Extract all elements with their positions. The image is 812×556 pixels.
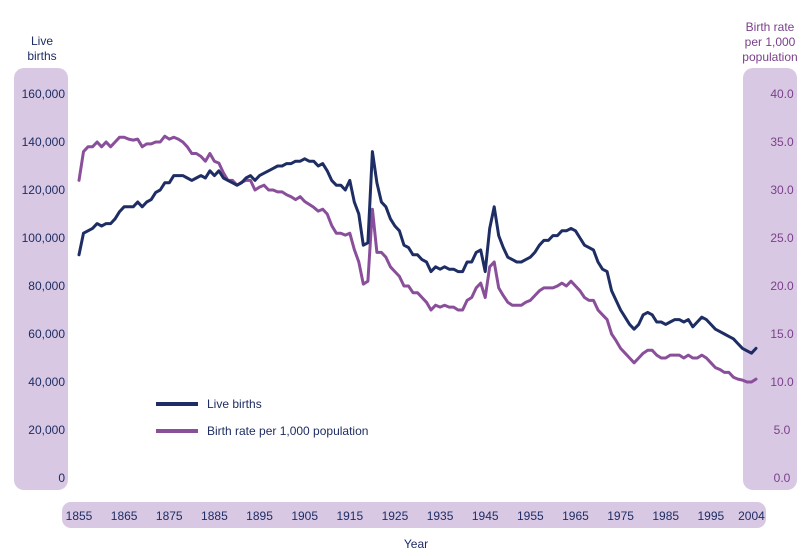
y-left-tick-label: 140,000 <box>22 135 66 149</box>
x-tick-label: 1865 <box>111 509 138 523</box>
x-axis-band <box>62 502 766 528</box>
y-right-tick-label: 15.0 <box>770 327 794 341</box>
x-tick-label: 1985 <box>652 509 679 523</box>
y-left-tick-label: 20,000 <box>28 423 65 437</box>
y-left-tick-label: 60,000 <box>28 327 65 341</box>
y-right-tick-label: 30.0 <box>770 183 794 197</box>
x-tick-label: 1955 <box>517 509 544 523</box>
x-tick-label: 1895 <box>246 509 273 523</box>
left-axis-title: Live births <box>27 34 57 63</box>
x-tick-label: 1925 <box>382 509 409 523</box>
right-axis-band <box>743 68 797 490</box>
x-tick-label: 1915 <box>336 509 363 523</box>
x-tick-label: 1855 <box>66 509 93 523</box>
y-left-tick-label: 100,000 <box>22 231 66 245</box>
y-right-tick-label: 10.0 <box>770 375 794 389</box>
birth-rate-line <box>77 134 758 384</box>
x-tick-label: 1885 <box>201 509 228 523</box>
x-tick-label: 1995 <box>698 509 725 523</box>
y-right-tick-label: 5.0 <box>774 423 791 437</box>
x-tick-label: 1975 <box>607 509 634 523</box>
y-left-tick-label: 40,000 <box>28 375 65 389</box>
y-left-tick-label: 120,000 <box>22 183 66 197</box>
y-right-tick-label: 40.0 <box>770 87 794 101</box>
right-axis-title: Birth rate per 1,000 population <box>742 20 798 64</box>
x-tick-label: 1905 <box>291 509 318 523</box>
y-right-tick-label: 0.0 <box>774 471 791 485</box>
x-tick-label: 2004 <box>738 509 765 523</box>
y-right-tick-label: 25.0 <box>770 231 794 245</box>
left-axis-band <box>14 68 68 490</box>
legend: Live births Birth rate per 1,000 populati… <box>156 397 368 438</box>
y-left-tick-label: 80,000 <box>28 279 65 293</box>
x-tick-label: 1965 <box>562 509 589 523</box>
x-tick-label: 1875 <box>156 509 183 523</box>
x-axis-title: Year <box>403 537 429 551</box>
x-tick-label: 1935 <box>427 509 454 523</box>
y-left-tick-label: 0 <box>58 471 65 485</box>
y-right-tick-label: 20.0 <box>770 279 794 293</box>
live-births-line <box>77 150 758 355</box>
y-right-tick-label: 35.0 <box>770 135 794 149</box>
x-tick-label: 1945 <box>472 509 499 523</box>
legend-item-live-births-label: Live births <box>207 397 262 411</box>
y-left-tick-label: 160,000 <box>22 87 66 101</box>
legend-item-birth-rate-label: Birth rate per 1,000 population <box>207 424 368 438</box>
